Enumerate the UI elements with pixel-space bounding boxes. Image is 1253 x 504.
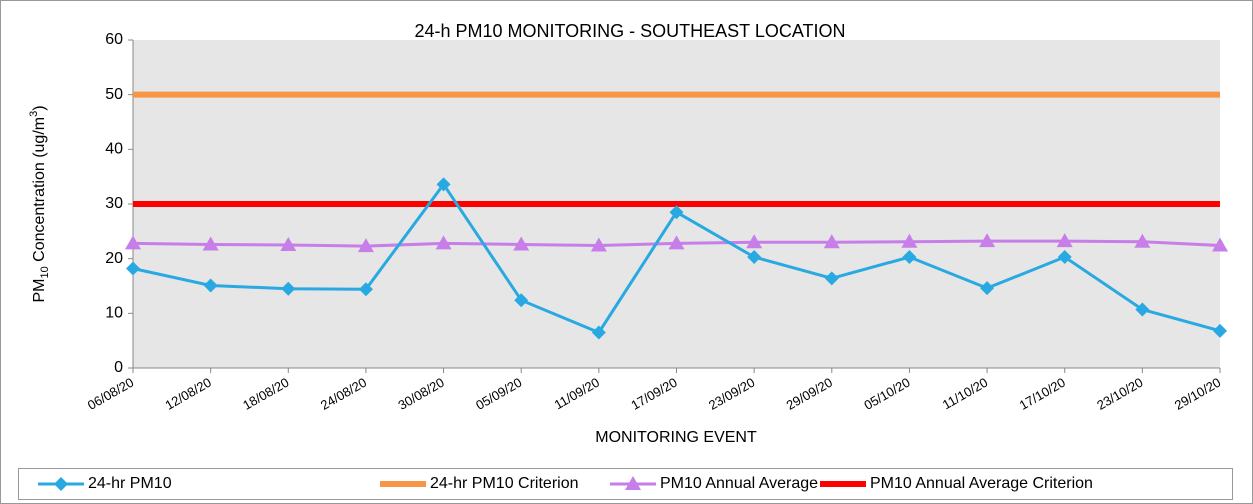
diamond-marker — [824, 271, 839, 286]
triangle-marker — [979, 233, 996, 248]
y-tick-label: 10 — [105, 305, 123, 322]
diamond-marker — [514, 293, 529, 308]
diamond-marker — [358, 282, 373, 297]
y-tick-label: 60 — [105, 31, 123, 48]
chart-title: 24-h PM10 MONITORING - SOUTHEAST LOCATIO… — [414, 21, 845, 41]
y-tick-label: 20 — [105, 250, 123, 267]
y-tick-label: 40 — [105, 141, 123, 158]
triangle-marker — [280, 237, 297, 251]
diamond-marker — [591, 325, 606, 340]
legend-label: 24-hr PM10 — [88, 475, 172, 492]
legend-label: 24-hr PM10 Criterion — [430, 475, 579, 492]
diamond-marker — [281, 281, 296, 296]
diamond-marker — [436, 177, 451, 192]
diamond-marker — [1213, 323, 1227, 338]
triangle-marker — [125, 235, 141, 250]
diamond-marker — [980, 281, 995, 296]
triangle-marker — [513, 236, 530, 251]
triangle-marker — [901, 233, 918, 248]
diamond-marker — [1057, 250, 1072, 265]
y-axis-title: PM10 Concentration (ug/m3) — [28, 105, 51, 302]
triangle-marker — [1056, 233, 1073, 248]
triangle-marker — [1212, 237, 1228, 252]
y-tick-label: 30 — [105, 195, 123, 212]
triangle-marker — [668, 235, 685, 250]
diamond-marker — [747, 250, 762, 265]
diamond-marker — [902, 250, 917, 265]
diamond-marker — [669, 205, 684, 220]
diamond-marker — [54, 477, 68, 491]
triangle-marker — [435, 235, 452, 250]
legend-label: PM10 Annual Average — [660, 475, 818, 492]
triangle-marker — [590, 237, 607, 252]
diamond-marker — [1135, 302, 1150, 317]
triangle-marker — [746, 234, 763, 249]
y-tick-label: 0 — [114, 359, 123, 376]
x-axis-title: MONITORING EVENT — [595, 429, 757, 446]
triangle-marker — [202, 236, 219, 251]
triangle-marker — [1134, 233, 1151, 248]
legend-label: PM10 Annual Average Criterion — [870, 475, 1093, 492]
triangle-marker — [357, 238, 374, 253]
diamond-marker — [126, 261, 140, 276]
triangle-marker — [823, 234, 840, 249]
y-tick-label: 50 — [105, 86, 123, 103]
triangle-marker — [625, 476, 641, 490]
diamond-marker — [203, 278, 218, 293]
